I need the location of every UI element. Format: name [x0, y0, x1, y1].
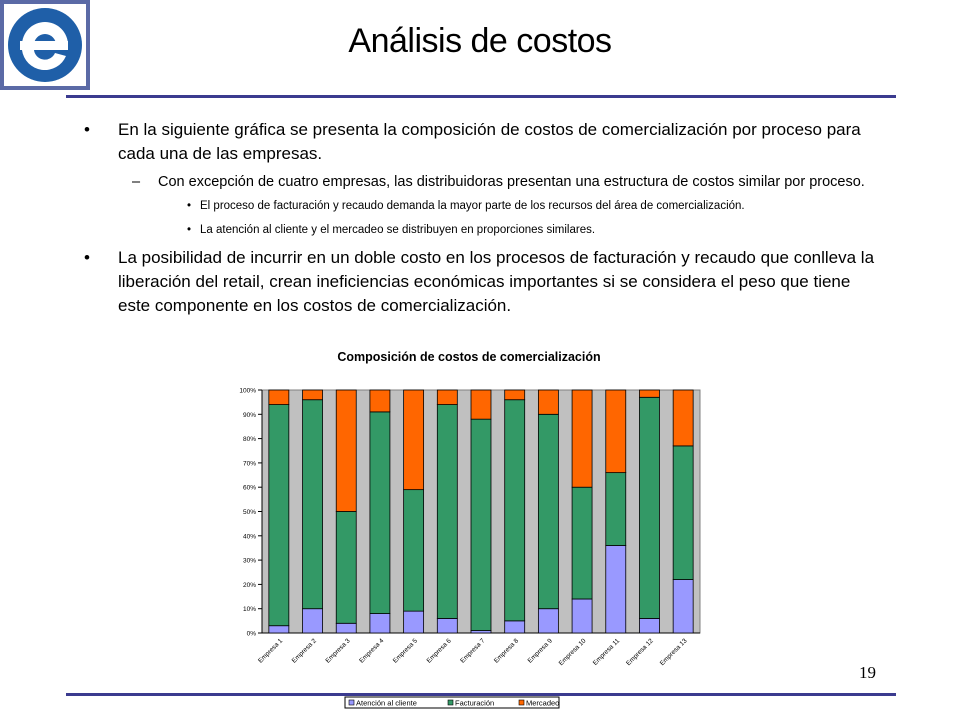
- bar-segment: [470, 389, 492, 420]
- bar-segment: [639, 618, 660, 634]
- x-tick-label: Empresa 5: [392, 637, 419, 664]
- bullet-item: • La posibilidad de incurrir en un doble…: [84, 246, 884, 318]
- page-number: 19: [859, 663, 876, 682]
- bar-segment: [302, 608, 323, 634]
- legend-swatch: [348, 699, 355, 706]
- legend-label: Mercadeo: [526, 699, 559, 708]
- bullet-list: • En la siguiente gráfica se presenta la…: [84, 118, 884, 324]
- bullet-dot-icon: •: [187, 200, 192, 212]
- legend-label: Atención al cliente: [356, 699, 417, 708]
- bar-segment: [403, 610, 425, 634]
- x-tick-label: Empresa 10: [558, 637, 588, 667]
- bar-segment: [470, 418, 492, 631]
- bar-segment: [537, 389, 559, 415]
- sub-sub-bullet-text: El proceso de facturación y recaudo dema…: [200, 200, 745, 212]
- bar-segment: [335, 511, 357, 624]
- y-tick-label: 40%: [243, 533, 256, 540]
- bar-segment: [436, 404, 458, 619]
- sub-bullet-text: Con excepción de cuatro empresas, las di…: [158, 174, 865, 190]
- bar-segment: [268, 625, 290, 634]
- x-tick-label: Empresa 3: [324, 637, 351, 664]
- bar-segment: [369, 613, 391, 634]
- x-tick-label: Empresa 13: [659, 637, 689, 667]
- x-tick-label: Empresa 2: [291, 637, 318, 664]
- y-tick-label: 90%: [243, 412, 256, 419]
- dash-icon: –: [132, 174, 141, 190]
- bullet-text: La posibilidad de incurrir en un doble c…: [118, 248, 875, 315]
- y-tick-label: 0%: [247, 631, 257, 638]
- bar-segment: [436, 389, 458, 405]
- bar-segment: [302, 389, 323, 401]
- sub-sub-bullet-text: La atención al cliente y el mercadeo se …: [200, 224, 596, 236]
- bar-segment: [639, 396, 660, 619]
- x-tick-label: Empresa 1: [257, 637, 284, 664]
- bar-segment: [504, 620, 526, 634]
- bar-segment: [504, 399, 526, 622]
- header-divider: [66, 95, 896, 98]
- y-tick-label: 10%: [243, 606, 256, 613]
- bar-segment: [268, 404, 290, 627]
- legend-swatch: [518, 699, 525, 706]
- bar-segment: [335, 622, 357, 634]
- slide-title: Análisis de costos: [348, 22, 612, 60]
- x-tick-label: Empresa 8: [493, 637, 520, 664]
- bar-segment: [335, 389, 357, 512]
- y-tick-label: 80%: [243, 436, 256, 443]
- bar-segment: [605, 472, 627, 546]
- bar-segment: [672, 579, 694, 634]
- bar-segment: [369, 411, 391, 614]
- y-tick-label: 100%: [239, 388, 256, 395]
- legend-label: Facturación: [455, 699, 494, 708]
- bar-segment: [571, 486, 593, 600]
- y-tick-label: 30%: [243, 558, 256, 565]
- y-tick-label: 50%: [243, 509, 256, 516]
- x-tick-label: Empresa 7: [459, 637, 486, 664]
- x-tick-label: Empresa 11: [592, 637, 622, 667]
- bar-segment: [403, 489, 425, 612]
- bar-segment: [639, 389, 660, 398]
- bar-segment: [268, 389, 290, 405]
- bar-segment: [605, 389, 627, 474]
- y-tick-label: 20%: [243, 582, 256, 589]
- bar-segment: [504, 389, 526, 401]
- x-tick-label: Empresa 4: [358, 637, 385, 664]
- bar-segment: [605, 545, 627, 634]
- bullet-dot-icon: •: [84, 248, 90, 267]
- bar-segment: [672, 389, 694, 447]
- bullet-item: • En la siguiente gráfica se presenta la…: [84, 118, 884, 166]
- sub-bullet-item: – Con excepción de cuatro empresas, las …: [84, 172, 884, 192]
- bullet-dot-icon: •: [84, 120, 90, 139]
- bar-segment: [537, 413, 559, 610]
- y-tick-label: 70%: [243, 460, 256, 467]
- footer-divider: [66, 693, 896, 696]
- sub-sub-bullet-item: • El proceso de facturación y recaudo de…: [84, 198, 884, 214]
- bar-segment: [302, 399, 323, 610]
- x-tick-label: Empresa 9: [527, 637, 554, 664]
- bar-segment: [369, 389, 391, 413]
- bar-segment: [672, 445, 694, 580]
- bar-segment: [571, 598, 593, 634]
- chart-title: Composición de costos de comercializació…: [337, 350, 600, 364]
- legend-swatch: [447, 699, 454, 706]
- bar-segment: [537, 608, 559, 634]
- company-logo: [0, 0, 90, 90]
- sub-sub-bullet-item: • La atención al cliente y el mercadeo s…: [84, 222, 884, 238]
- bar-segment: [403, 389, 425, 491]
- bullet-text: En la siguiente gráfica se presenta la c…: [118, 120, 861, 163]
- y-tick-label: 60%: [243, 485, 256, 492]
- x-tick-label: Empresa 6: [426, 637, 453, 664]
- x-tick-label: Empresa 12: [625, 637, 655, 667]
- bar-segment: [436, 618, 458, 634]
- bar-segment: [571, 389, 593, 488]
- bullet-dot-icon: •: [187, 224, 192, 236]
